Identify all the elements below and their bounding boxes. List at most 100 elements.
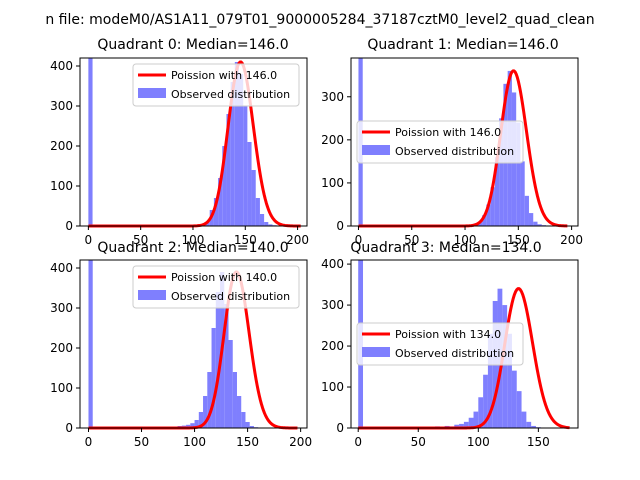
y-tick-label: 100 [50, 179, 73, 193]
x-tick-label: 0 [85, 435, 93, 449]
hist-bar [524, 195, 529, 226]
hist-bar [190, 423, 195, 428]
hist-bar [528, 213, 534, 226]
y-tick-label: 200 [50, 341, 73, 355]
subplot-title: Quadrant 3: Median=134.0 [350, 240, 541, 256]
hist-bar [531, 425, 536, 428]
hist-bar [88, 58, 93, 226]
hist-bar [88, 260, 93, 428]
y-tick-label: 0 [336, 219, 344, 233]
hist-bar [482, 215, 487, 226]
subplot-quadrant-1: 0 50 100 150 200 0 100 200 300 Poission with 146.… [321, 37, 583, 247]
legend-bar-swatch [362, 347, 390, 357]
hist-bar [239, 74, 244, 226]
hist-bar [241, 412, 246, 428]
hist-bar [502, 305, 508, 428]
subplot-quadrant-3: 0 50 100 150 0 100 200 300 400 Poission with 134.… [321, 240, 579, 449]
hist-bar [194, 420, 199, 428]
legend-bar-swatch [138, 88, 166, 98]
hist-bar [230, 82, 235, 226]
legend: Poission with 146.0 Observed distribution [356, 120, 524, 164]
x-tick-label: 0 [354, 435, 362, 449]
hist-bar [251, 170, 256, 226]
hist-bar [207, 372, 212, 428]
hist-bar [483, 374, 488, 428]
x-tick-label: 0 [85, 233, 93, 247]
x-tick-label: 50 [411, 435, 426, 449]
hist-bar [454, 424, 460, 428]
hist-bar [249, 426, 254, 428]
hist-bar [234, 62, 240, 226]
x-tick-label: 50 [404, 233, 419, 247]
legend-label-poisson: Poission with 146.0 [395, 126, 501, 139]
legend-label-poisson: Poission with 140.0 [171, 271, 277, 284]
hist-bar [211, 328, 216, 428]
hist-bar [537, 224, 542, 226]
subplot-title: Quadrant 0: Median=146.0 [97, 37, 288, 53]
y-tick-label: 100 [321, 176, 344, 190]
hist-bar [468, 417, 474, 428]
hist-bar [478, 397, 484, 428]
hist-bar [213, 198, 219, 226]
hist-bar [507, 333, 512, 428]
hist-bar [533, 221, 538, 226]
axes-frame [350, 259, 579, 429]
x-tick-label: 200 [289, 435, 312, 449]
hist-bar [215, 292, 221, 428]
x-tick-label: 150 [507, 233, 530, 247]
y-tick-label: 200 [321, 133, 344, 147]
legend-box [356, 322, 524, 366]
figure-title: n file: modeM0/AS1A11_079T01_9000005284_… [45, 12, 594, 28]
axes-frame [79, 57, 308, 227]
hist-bar [526, 421, 532, 428]
hist-bar [490, 187, 495, 226]
x-tick-label: 200 [286, 233, 309, 247]
legend: Poission with 140.0 Observed distribution [132, 265, 300, 309]
legend-bar-swatch [138, 290, 166, 300]
hist-bar [268, 224, 273, 226]
y-tick-label: 400 [321, 257, 344, 271]
hist-bar [473, 411, 479, 428]
hist-bar [494, 157, 500, 226]
hist-bar [236, 396, 242, 428]
hist-bar [516, 391, 522, 428]
legend-bar-swatch [362, 145, 390, 155]
y-tick-label: 300 [321, 298, 344, 312]
y-tick-label: 0 [65, 219, 73, 233]
x-tick-label: 100 [454, 233, 477, 247]
hist-bar [463, 421, 469, 428]
hist-bar [520, 161, 525, 226]
y-tick-label: 200 [321, 339, 344, 353]
hist-bar [205, 222, 210, 226]
subplot-title: Quadrant 2: Median=140.0 [97, 240, 288, 256]
x-tick-label: 0 [355, 233, 363, 247]
hist-bar [228, 340, 233, 428]
x-tick-label: 150 [527, 435, 550, 449]
x-tick-label: 150 [236, 435, 259, 449]
hist-bar [521, 411, 527, 428]
y-tick-label: 0 [336, 421, 344, 435]
legend-label-observed: Observed distribution [395, 145, 514, 158]
y-tick-label: 200 [50, 139, 73, 153]
x-tick-label: 100 [183, 435, 206, 449]
y-tick-label: 100 [50, 381, 73, 395]
hist-bar [511, 370, 517, 428]
y-tick-label: 400 [50, 261, 73, 275]
legend-label-poisson: Poission with 146.0 [171, 69, 277, 82]
x-tick-label: 100 [182, 233, 205, 247]
x-tick-label: 50 [134, 435, 149, 449]
legend-box [132, 63, 300, 107]
x-tick-label: 50 [133, 233, 148, 247]
y-tick-label: 100 [321, 380, 344, 394]
hist-bar [259, 214, 265, 226]
hist-bar [232, 372, 237, 428]
legend-label-observed: Observed distribution [395, 347, 514, 360]
hist-bar [203, 396, 208, 428]
y-tick-label: 300 [321, 90, 344, 104]
legend: Poission with 146.0 Observed distribution [132, 63, 300, 107]
hist-bar [243, 106, 248, 226]
subplot-quadrant-2: 0 50 100 150 200 0 100 200 300 400 Poission with 1… [50, 240, 312, 449]
hist-bar [499, 118, 504, 226]
legend: Poission with 134.0 Observed distribution [356, 322, 524, 366]
